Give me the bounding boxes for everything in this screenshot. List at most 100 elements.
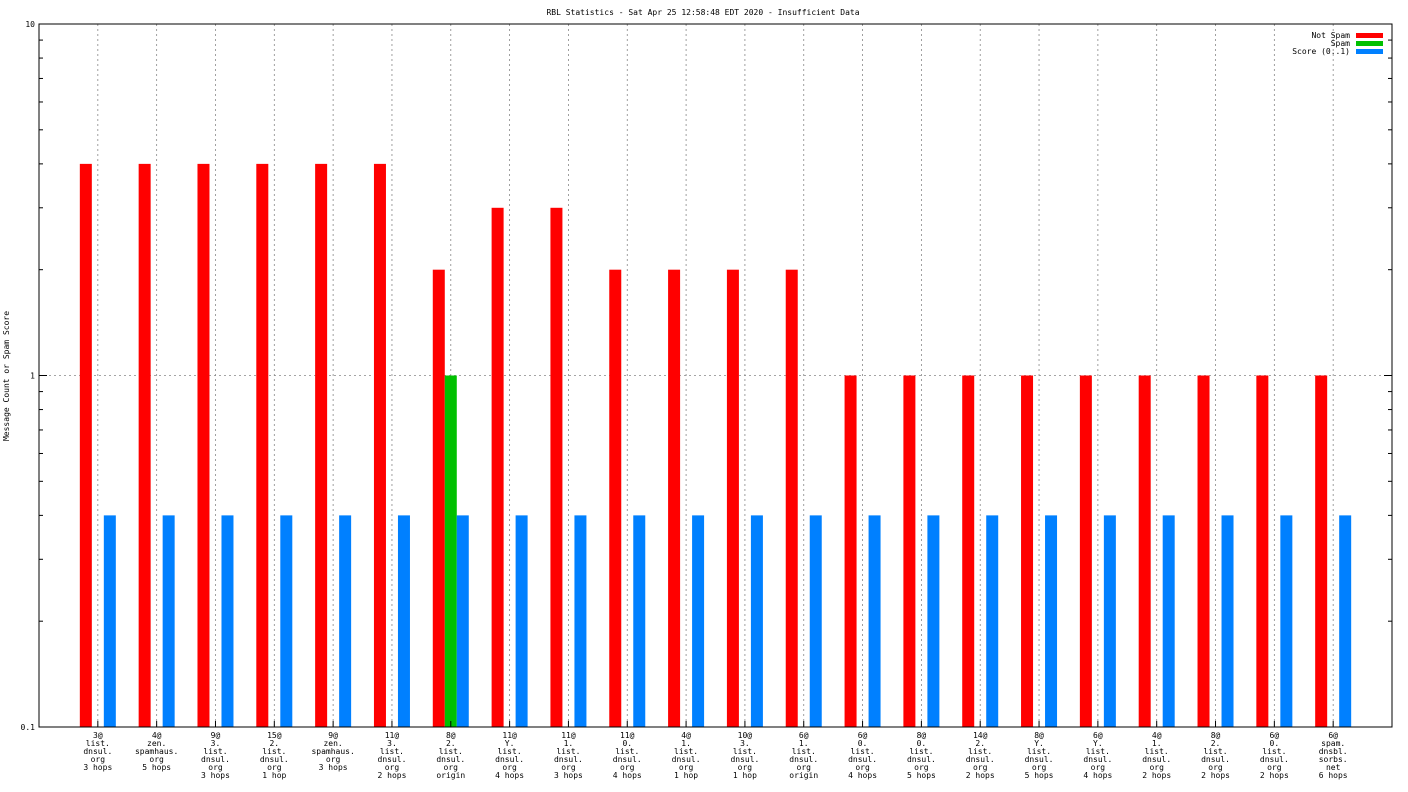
bar-score-0-1 [221,515,234,727]
x-tick-label-line: zen. [147,739,166,748]
x-tick-label-line: dnsul. [730,755,759,764]
x-tick-label: 8@ 2. list. dnsul. org 2 hops [1201,731,1230,780]
x-tick-label-line: dnsul. [1260,755,1289,764]
x-tick-label-line: list. [380,747,404,756]
x-tick-label-line: 6@ [799,731,809,740]
x-tick-label-line: 14@ [973,731,988,740]
legend-swatch [1356,49,1383,54]
bar-score-0-1 [809,515,822,727]
x-tick-label-line: dnsul. [495,755,524,764]
bar-not-spam [138,163,151,727]
x-tick-label-line: 2 hops [1201,771,1230,780]
x-tick-label-line: dnsul. [966,755,995,764]
x-tick-label-line: 6@ [858,731,868,740]
bar-not-spam [668,269,681,727]
x-tick-label-line: Y. [1093,739,1103,748]
bar-not-spam [1138,375,1151,727]
x-tick-label-line: org [1149,763,1164,772]
x-tick-label-line: sorbs. [1319,755,1348,764]
x-tick-label-line: 1 hop [733,771,757,780]
x-tick-label-line: 11@ [561,731,576,740]
bar-score-0-1 [280,515,293,727]
x-tick-label: 3@ list. dnsul. org 3 hops [83,731,112,772]
x-tick-label-line: dnsul. [436,755,465,764]
x-tick-label-line: 3 hops [554,771,583,780]
x-tick-label-line: list. [556,747,580,756]
x-tick-label-line: 0. [917,739,927,748]
x-tick-label-line: org [797,763,812,772]
x-tick-label-line: org [973,763,988,772]
y-axis-label: Message Count or Spam Score [2,311,11,441]
x-tick-label-line: org [738,763,753,772]
x-tick-label-line: dnsul. [83,747,112,756]
bar-score-0-1 [1280,515,1293,727]
x-tick-label-line: org [149,755,164,764]
y-tick-label: 0.1 [21,723,36,732]
bar-not-spam [962,375,975,727]
bar-score-0-1 [868,515,881,727]
bar-score-0-1 [986,515,999,727]
x-tick-label-line: org [1091,763,1106,772]
bar-score-0-1 [339,515,352,727]
x-tick-label: 11@ 1. list. dnsul. org 3 hops [554,731,583,780]
x-tick-label-line: 2. [975,739,985,748]
x-tick-label-line: 9@ [211,731,221,740]
x-tick-label-line: 3 hops [201,771,230,780]
x-tick-label: 9@ 3. list. dnsul. org 3 hops [201,731,230,780]
x-tick-label-line: org [326,755,341,764]
bar-not-spam [491,207,504,728]
x-tick-label-line: dnsul. [1201,755,1230,764]
x-tick-label: 9@ zen. spamhaus. org 3 hops [311,731,354,772]
x-tick-label-line: 2. [446,739,456,748]
x-tick-label-line: dnsul. [1142,755,1171,764]
x-tick-label: 15@ 2. list. dnsul. org 1 hop [260,731,289,780]
legend-label: Spam [1331,39,1350,48]
x-tick-label: 8@ Y. list. dnsul. org 5 hops [1025,731,1054,780]
bar-score-0-1 [456,515,469,727]
x-tick-label-line: list. [1145,747,1169,756]
bar-not-spam [785,269,798,727]
x-tick-label-line: spamhaus. [311,747,354,756]
x-tick-label-line: org [267,763,282,772]
x-tick-label: 10@ 3. list. dnsul. org 1 hop [730,731,759,780]
bar-not-spam [609,269,622,727]
x-tick-label-line: 3. [740,739,750,748]
x-tick-label-line: 6@ [1270,731,1280,740]
bar-not-spam [373,163,386,727]
y-tick-label: 1 [30,372,35,381]
x-tick-label: 6@ spam. dnsbl. sorbs. net 6 hops [1319,731,1348,780]
x-tick-label-line: list. [674,747,698,756]
x-tick-label-line: 4 hops [1083,771,1112,780]
bar-not-spam [256,163,269,727]
bar-not-spam [550,207,563,728]
x-tick-label-line: 11@ [620,731,635,740]
x-tick-label-line: list. [203,747,227,756]
bar-not-spam [432,269,445,727]
x-tick-label-line: 1. [681,739,691,748]
x-tick-label-line: org [385,763,400,772]
y-tick-label: 10 [25,20,35,29]
x-tick-label-line: 1 hop [674,771,698,780]
x-tick-label-line: dnsul. [789,755,818,764]
x-tick-label-line: list. [615,747,639,756]
x-tick-label-line: dnsbl. [1319,747,1348,756]
x-tick-label: 8@ 0. list. dnsul. org 5 hops [907,731,936,780]
x-tick-label-line: 1. [564,739,574,748]
x-tick-label-line: 9@ [328,731,338,740]
x-tick-label-line: 4 hops [613,771,642,780]
bar-score-0-1 [1103,515,1116,727]
x-tick-label-line: list. [851,747,875,756]
x-tick-label-line: list. [1086,747,1110,756]
x-tick-label-line: list. [1203,747,1227,756]
bar-score-0-1 [397,515,410,727]
x-tick-label-line: 3 hops [83,763,112,772]
legend-label: Score (0..1) [1292,47,1350,56]
x-tick-label-line: list. [439,747,463,756]
bar-score-0-1 [103,515,116,727]
x-tick-label-line: org [620,763,635,772]
x-tick-label-line: org [444,763,459,772]
bar-not-spam [1021,375,1034,727]
x-tick-label-line: org [1032,763,1047,772]
legend-swatch [1356,41,1383,46]
x-tick-label-line: org [1208,763,1223,772]
